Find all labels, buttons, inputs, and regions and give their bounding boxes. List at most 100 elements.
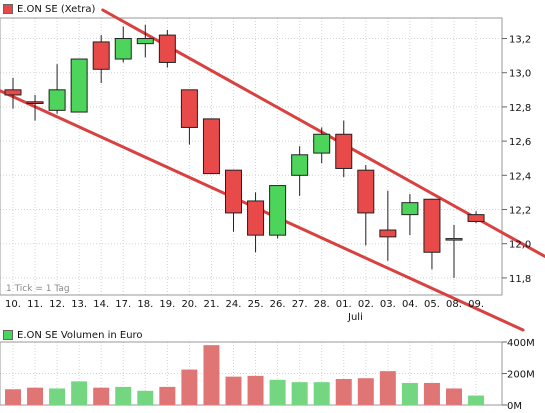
date-tick-label: 13.	[71, 299, 87, 310]
date-tick-label: 19.	[159, 299, 175, 310]
candle-10	[4, 77, 22, 109]
candle-21	[202, 118, 220, 175]
candle-body	[445, 238, 463, 241]
date-tick-label: 24.	[226, 299, 242, 310]
candle-08	[445, 224, 463, 278]
date-tick-label: 12.	[49, 299, 65, 310]
volume-bar	[269, 379, 286, 405]
candle-body	[48, 89, 66, 111]
date-axis-labels: 10. 11. 12. 13. 14. 17. 18. 19. 20. 21. 24. 25. 26. 2…	[5, 299, 484, 310]
price-plot-frame	[0, 17, 503, 296]
date-tick-label: 14.	[93, 299, 109, 310]
price-tick-label: 12,0	[509, 240, 531, 251]
volume-tick-label: 0M	[507, 401, 522, 412]
volume-tick-label: 400M	[507, 338, 535, 349]
candle-body	[136, 38, 154, 45]
candle-body	[379, 229, 397, 238]
date-tick-label: 10.	[5, 299, 21, 310]
candle-body	[4, 89, 22, 96]
volume-bar	[115, 386, 132, 405]
volume-bar	[71, 381, 88, 405]
candle-26	[269, 185, 287, 239]
candle-28	[313, 127, 331, 164]
candle-body	[26, 101, 44, 104]
candle-19	[158, 29, 176, 68]
candle-20	[180, 89, 198, 145]
price-legend: E.ON SE (Xetra)	[3, 3, 95, 15]
price-tick-label: 12,4	[509, 171, 531, 182]
volume-bar	[335, 379, 352, 405]
date-tick-label: 01.	[336, 299, 352, 310]
candle-body	[114, 38, 132, 60]
candle-03	[379, 190, 397, 261]
date-tick-label: 26.	[270, 299, 286, 310]
date-tick-label: 09.	[468, 299, 484, 310]
volume-bar	[137, 390, 154, 405]
date-tick-label: 21.	[203, 299, 219, 310]
candle-25	[247, 192, 265, 253]
price-tick-label: 12,8	[509, 103, 531, 114]
volume-bar	[423, 382, 440, 405]
volume-bar	[357, 378, 374, 405]
volume-bar	[181, 369, 198, 405]
volume-bar	[49, 388, 66, 405]
volume-bar	[379, 371, 396, 405]
candle-13	[70, 58, 88, 113]
candle-27	[291, 146, 309, 196]
candle-17	[114, 26, 132, 63]
candle-body	[180, 89, 198, 128]
volume-bar	[225, 376, 242, 405]
volume-legend-label: E.ON SE Volumen in Euro	[17, 329, 143, 341]
volume-bar	[468, 395, 485, 405]
candles	[4, 24, 485, 278]
date-tick-label: 02.	[358, 299, 374, 310]
date-tick-label: 25.	[248, 299, 264, 310]
volume-bar	[203, 345, 220, 405]
date-tick-label: 05.	[424, 299, 440, 310]
candle-body	[291, 154, 309, 176]
volume-bar	[159, 386, 176, 405]
price-legend-label: E.ON SE (Xetra)	[17, 3, 96, 15]
volume-bar	[313, 382, 330, 405]
candle-body	[357, 169, 375, 214]
volume-bar	[291, 382, 308, 405]
candle-18	[136, 24, 154, 58]
price-legend-swatch	[3, 4, 13, 14]
volume-legend-swatch	[3, 330, 13, 340]
candle-body	[269, 185, 287, 236]
price-tick-label: 13,0	[509, 69, 531, 80]
volume-bar	[5, 389, 21, 405]
candle-body	[247, 200, 265, 236]
volume-bar	[247, 375, 264, 405]
volume-bar	[446, 388, 462, 405]
candle-body	[467, 214, 485, 222]
candle-09	[467, 211, 485, 224]
candle-body	[92, 41, 110, 70]
candle-body	[401, 202, 419, 216]
price-tick-label: 11,8	[509, 274, 531, 285]
candle-body	[202, 118, 220, 175]
candle-11	[26, 94, 44, 121]
volume-bar	[93, 387, 110, 405]
candle-body	[313, 133, 331, 154]
price-tick-label: 12,6	[509, 137, 531, 148]
date-tick-label: 04.	[402, 299, 418, 310]
volume-bar	[401, 382, 418, 405]
volume-bar	[27, 387, 44, 405]
candle-24	[225, 169, 242, 232]
month-label: Juli	[347, 312, 363, 323]
tick-note: 1 Tick = 1 Tag	[6, 284, 70, 294]
volume-axis-labels: 0M 200M 400M	[502, 338, 535, 412]
candle-05	[423, 198, 441, 270]
volume-legend: E.ON SE Volumen in Euro	[3, 329, 143, 341]
candle-body	[70, 58, 88, 113]
volume-bars	[5, 345, 485, 405]
price-axis-labels: 11,8 12,0 12,2 12,4 12,6 12,8 13,0 13,2	[502, 35, 531, 285]
candle-body	[423, 198, 441, 253]
candle-body	[335, 133, 353, 169]
candle-02	[357, 165, 375, 246]
date-tick-label: 27.	[292, 299, 308, 310]
date-tick-label: 20.	[181, 299, 197, 310]
date-tick-label: 03.	[380, 299, 396, 310]
candle-14	[92, 35, 110, 83]
